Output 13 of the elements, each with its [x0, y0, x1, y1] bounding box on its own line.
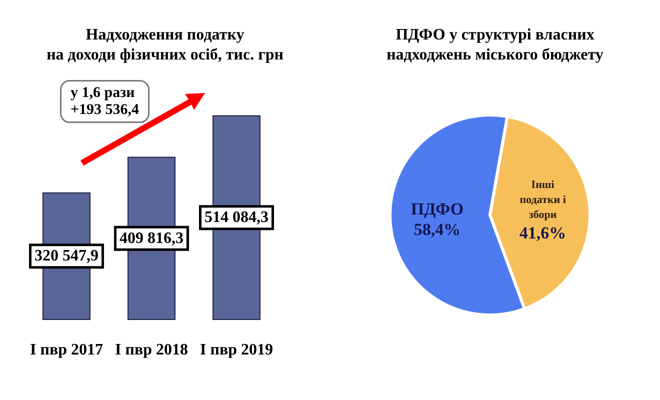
- chart-title: Надходження податку на доходи фізичних осіб, тис. грн: [46, 26, 284, 64]
- annotation: у 1,6 рази +193 536,4: [70, 85, 140, 118]
- data-label: 320 547,9: [34, 248, 98, 265]
- x-tick-label: I пвр 2019: [200, 342, 273, 358]
- chart-title: ПДФО у структурі власних надходжень міського бюджету: [386, 26, 604, 64]
- x-tick-label: I пвр 2018: [115, 342, 188, 358]
- slice-label: ПДФО: [410, 200, 464, 219]
- slice-label: Інші податки і збори: [520, 178, 566, 221]
- data-label: 58,4%: [414, 220, 461, 240]
- x-tick-label: I пвр 2017: [30, 342, 103, 358]
- data-label: 41,6%: [519, 223, 566, 242]
- data-label: 514 084,3: [204, 209, 268, 226]
- data-label: 409 816,3: [120, 230, 184, 247]
